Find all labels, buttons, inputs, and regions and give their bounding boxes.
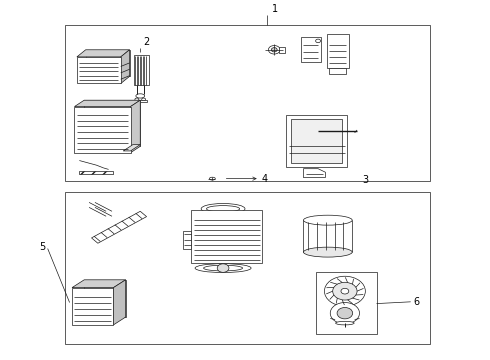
Ellipse shape <box>195 264 251 273</box>
Ellipse shape <box>209 177 215 180</box>
Ellipse shape <box>303 215 352 225</box>
Polygon shape <box>92 211 147 243</box>
Polygon shape <box>72 280 125 288</box>
Bar <box>65 25 430 181</box>
Circle shape <box>269 45 280 54</box>
Bar <box>301 37 320 62</box>
Polygon shape <box>291 119 343 163</box>
Polygon shape <box>329 68 346 74</box>
Circle shape <box>217 264 229 273</box>
Bar <box>65 192 430 345</box>
Circle shape <box>135 98 139 101</box>
Text: 6: 6 <box>413 297 419 307</box>
Polygon shape <box>130 100 140 153</box>
Polygon shape <box>74 100 140 107</box>
Bar <box>287 116 347 167</box>
Ellipse shape <box>203 265 243 271</box>
Polygon shape <box>77 50 129 57</box>
Polygon shape <box>84 100 140 146</box>
Polygon shape <box>303 169 325 177</box>
Circle shape <box>330 302 360 324</box>
Circle shape <box>341 288 349 294</box>
Ellipse shape <box>136 94 145 98</box>
Text: 5: 5 <box>39 242 45 252</box>
Bar <box>77 57 121 84</box>
Bar <box>72 288 114 325</box>
Bar <box>134 100 147 102</box>
Text: 4: 4 <box>262 174 268 184</box>
Polygon shape <box>183 231 192 248</box>
Polygon shape <box>327 34 349 68</box>
Circle shape <box>142 98 146 101</box>
Bar <box>74 107 130 153</box>
Ellipse shape <box>303 247 352 257</box>
Text: 2: 2 <box>144 37 150 46</box>
Text: 3: 3 <box>362 175 368 185</box>
Bar <box>192 210 262 263</box>
Ellipse shape <box>336 321 354 325</box>
Polygon shape <box>86 50 129 76</box>
Circle shape <box>324 276 366 306</box>
Circle shape <box>316 39 320 43</box>
Circle shape <box>333 282 357 300</box>
Polygon shape <box>121 50 129 84</box>
Ellipse shape <box>206 206 240 212</box>
Bar <box>279 47 285 53</box>
Circle shape <box>271 48 277 52</box>
Polygon shape <box>79 171 114 174</box>
Bar <box>134 55 148 85</box>
Bar <box>316 273 376 334</box>
Text: 1: 1 <box>272 4 278 14</box>
Polygon shape <box>114 280 125 325</box>
Polygon shape <box>84 280 125 317</box>
Circle shape <box>337 307 353 319</box>
Ellipse shape <box>201 203 245 214</box>
Polygon shape <box>123 145 140 151</box>
